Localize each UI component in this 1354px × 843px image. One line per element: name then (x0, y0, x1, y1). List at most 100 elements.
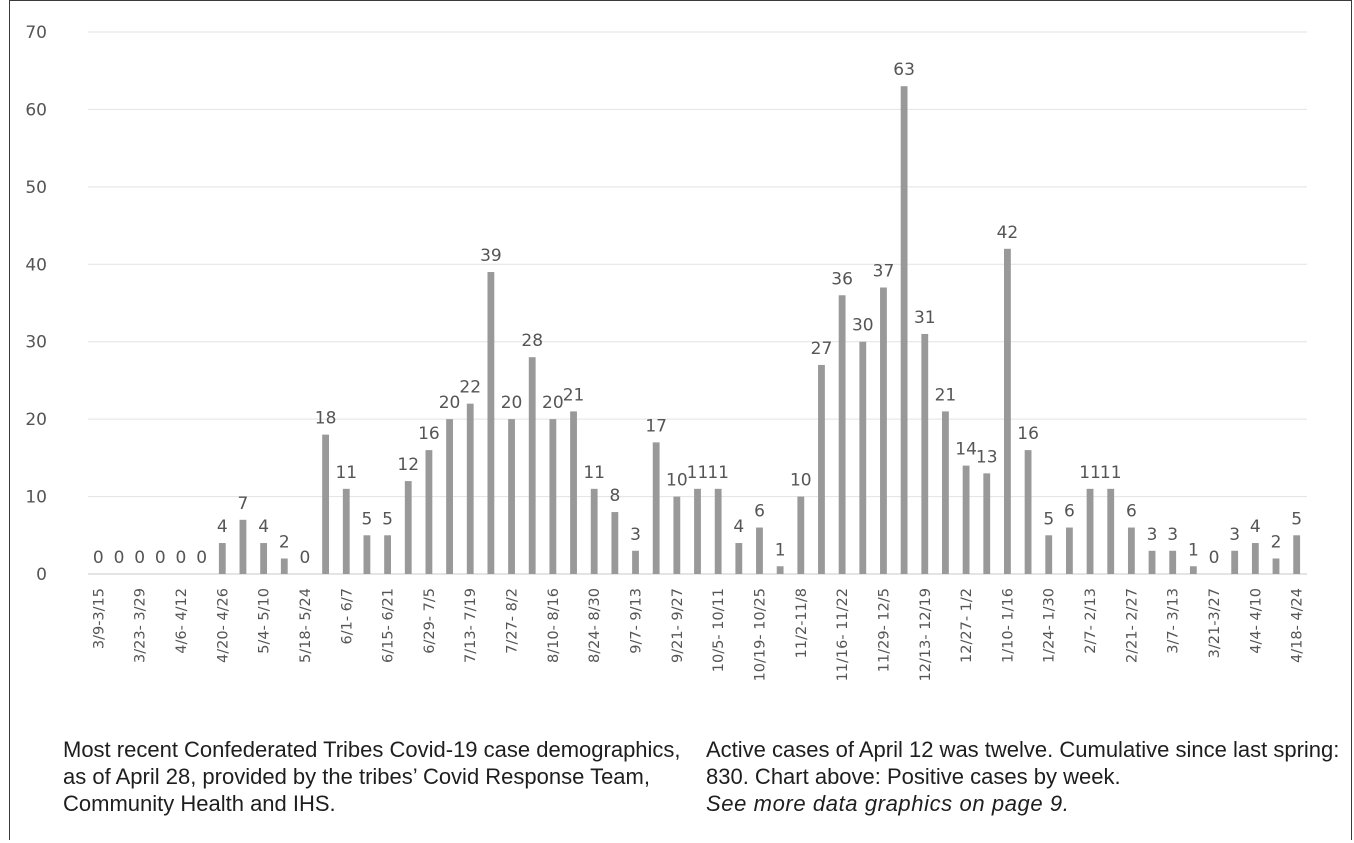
data-label: 12 (397, 455, 419, 475)
data-label: 20 (439, 393, 461, 413)
data-label: 0 (176, 548, 187, 568)
bar (570, 411, 577, 574)
bar (487, 272, 495, 574)
bar (735, 543, 743, 574)
data-label: 5 (1291, 509, 1302, 529)
data-label: 20 (501, 393, 523, 413)
bar (1148, 550, 1156, 574)
data-label: 21 (563, 385, 585, 405)
bar (528, 357, 536, 574)
caption-right-text: Active cases of April 12 was twelve. Cum… (706, 737, 1340, 789)
data-label: 6 (1126, 502, 1137, 522)
data-label: 11 (1079, 463, 1101, 483)
data-label: 4 (733, 517, 744, 537)
data-label: 1 (1188, 540, 1199, 560)
bar (342, 488, 350, 574)
bar (1004, 248, 1011, 575)
x-tick-label: 6/15- 6/21 (381, 588, 397, 663)
x-tick-label: 11/16- 11/22 (835, 588, 851, 681)
bar (508, 419, 515, 574)
data-label: 4 (1250, 517, 1261, 537)
data-label: 0 (196, 548, 207, 568)
x-tick-label: 8/24- 8/30 (587, 588, 603, 663)
data-label: 36 (831, 269, 853, 289)
x-tick-label: 9/7- 9/13 (629, 588, 645, 654)
data-label: 0 (155, 548, 166, 568)
y-tick-label: 30 (25, 333, 47, 353)
bar (611, 512, 619, 574)
bar (239, 519, 247, 574)
y-tick-label: 50 (25, 178, 47, 198)
data-label: 11 (335, 463, 357, 483)
x-tick-label: 9/21- 9/27 (670, 588, 686, 663)
bar (590, 488, 598, 574)
data-label: 16 (1017, 424, 1039, 444)
bar (1169, 550, 1177, 574)
data-label: 6 (754, 502, 765, 522)
x-tick-label: 11/29- 12/5 (876, 588, 892, 672)
x-tick-label: 4/18- 4/24 (1290, 588, 1306, 663)
data-label: 13 (976, 447, 998, 467)
data-label: 8 (609, 486, 620, 506)
data-label: 2 (279, 533, 290, 553)
bar (756, 527, 763, 574)
bar (921, 333, 929, 574)
data-label: 11 (583, 463, 605, 483)
bar (776, 566, 784, 574)
bar (962, 465, 970, 574)
bar (1189, 566, 1197, 574)
bar (714, 488, 722, 574)
data-label: 18 (315, 409, 337, 429)
x-tick-label: 2/21- 2/27 (1124, 588, 1140, 663)
data-label: 22 (459, 378, 481, 398)
data-label: 10 (666, 471, 688, 491)
data-label: 5 (362, 509, 373, 529)
y-tick-label: 0 (36, 565, 47, 585)
data-label: 3 (1147, 525, 1158, 545)
bar (466, 403, 474, 574)
bar (652, 442, 660, 574)
x-tick-label: 6/1- 6/7 (339, 588, 355, 645)
x-tick-label: 5/18- 5/24 (298, 588, 314, 663)
x-tick-label: 1/24- 1/30 (1042, 588, 1058, 663)
bar (1086, 488, 1094, 574)
data-label: 3 (1229, 525, 1240, 545)
y-tick-label: 20 (25, 410, 47, 430)
data-label: 0 (114, 548, 125, 568)
bar (942, 411, 949, 574)
data-label: 39 (480, 246, 502, 266)
x-tick-label: 10/5- 10/11 (711, 588, 727, 672)
bars (218, 86, 1301, 575)
bar (1024, 450, 1032, 574)
data-label: 4 (217, 517, 228, 537)
x-tick-label: 7/27- 8/2 (505, 588, 521, 654)
data-label: 1 (775, 540, 786, 560)
bar (900, 86, 908, 574)
data-label: 2 (1271, 533, 1282, 553)
y-axis: 0 10 20 30 40 50 60 70 (25, 23, 47, 585)
bar (1065, 527, 1073, 574)
bar (549, 419, 557, 574)
bar (218, 543, 226, 574)
bar (673, 496, 681, 574)
bar (983, 473, 991, 574)
bar (818, 364, 825, 574)
data-label: 31 (914, 308, 936, 328)
x-tick-label: 1/10- 1/16 (1000, 588, 1016, 663)
x-axis: 3/9-3/15 3/23- 3/29 4/6- 4/12 4/20- 4/26 5/4… (91, 588, 1305, 681)
x-tick-label: 6/29- 7/5 (422, 588, 438, 654)
bar (280, 558, 288, 574)
data-label: 3 (630, 525, 641, 545)
data-label: 16 (418, 424, 440, 444)
bar (1107, 488, 1115, 574)
data-label: 17 (645, 416, 667, 436)
bar (322, 434, 330, 574)
caption-page-reference: See more data graphics on page 9. (706, 791, 1070, 816)
data-label: 20 (542, 393, 564, 413)
bar (260, 543, 268, 574)
bar (880, 287, 887, 574)
data-label: 28 (521, 331, 543, 351)
data-label: 0 (1209, 548, 1220, 568)
data-label: 6 (1064, 502, 1075, 522)
data-label: 21 (935, 385, 957, 405)
